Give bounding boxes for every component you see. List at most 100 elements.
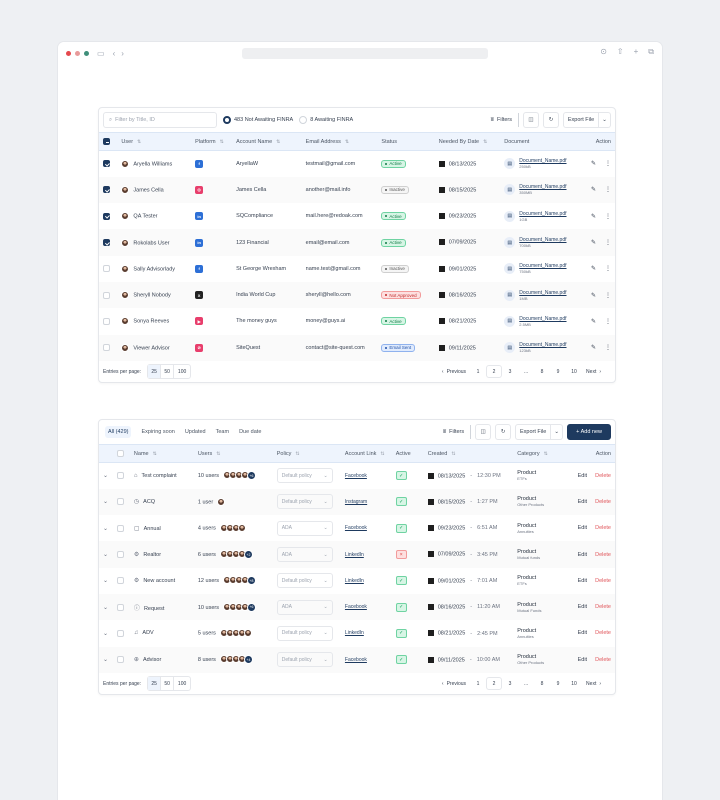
- page-8[interactable]: 8: [540, 368, 544, 375]
- add-new-button[interactable]: + Add new: [567, 424, 611, 440]
- row-checkbox[interactable]: [103, 291, 110, 299]
- radio-not-awaiting[interactable]: 483 Not Awaiting FINRA: [223, 116, 293, 124]
- table-row[interactable]: ⌄ ⌂ Test complaint 10 users +6 Default policy…: [99, 463, 615, 489]
- edit-button[interactable]: Edit: [577, 472, 588, 479]
- account-link[interactable]: Facebook: [344, 656, 367, 663]
- chevron-down-icon[interactable]: ⌄: [103, 499, 109, 506]
- entries-option-50[interactable]: 50: [161, 365, 175, 379]
- sort-icon[interactable]: ⇅: [543, 450, 548, 457]
- page-9[interactable]: 9: [556, 680, 560, 687]
- policy-select[interactable]: Default policy ⌄: [276, 468, 333, 484]
- delete-button[interactable]: Delete: [595, 498, 611, 505]
- document-link[interactable]: Document_Name.pdf: [519, 315, 567, 322]
- edit-pencil-icon[interactable]: ✎: [590, 240, 596, 247]
- edit-pencil-icon[interactable]: ✎: [590, 345, 596, 352]
- entries-option-50[interactable]: 50: [161, 677, 175, 691]
- tab-all[interactable]: All (429): [105, 426, 132, 438]
- filters-button[interactable]: ⩸ Filters: [442, 428, 465, 436]
- tab-updated[interactable]: Updated: [184, 429, 206, 435]
- row-checkbox[interactable]: [116, 656, 124, 664]
- chevron-down-icon[interactable]: ⌄: [103, 578, 109, 585]
- page-10[interactable]: 10: [571, 368, 577, 375]
- document-link[interactable]: Document_Name.pdf: [519, 342, 567, 349]
- inactive-x-icon[interactable]: ×: [395, 550, 407, 560]
- table-row[interactable]: ⌄ ⚙ Realtor 6 users +2 ADA ⌄ LinkedIn × 07/09/202…: [99, 541, 615, 568]
- column-header-user[interactable]: User ⇅: [117, 133, 191, 151]
- minimize-button[interactable]: [75, 50, 80, 56]
- table-row[interactable]: ⌄ ⚙ New account 12 users +8 Default policy ⌄ Li…: [99, 568, 615, 594]
- chevron-down-icon[interactable]: ⌄: [103, 473, 109, 480]
- delete-button[interactable]: Delete: [595, 630, 611, 637]
- url-bar[interactable]: [242, 48, 488, 59]
- edit-pencil-icon[interactable]: ✎: [590, 161, 596, 168]
- table-row[interactable]: ⌄ ⊕ Advisor 8 users +4 Default policy ⌄ Faceboo…: [99, 646, 615, 673]
- edit-pencil-icon[interactable]: ✎: [590, 213, 596, 220]
- document-link[interactable]: Document_Name.pdf: [519, 210, 567, 217]
- active-check-icon[interactable]: ✓: [395, 602, 407, 612]
- back-icon[interactable]: ‹: [112, 48, 116, 58]
- table-row[interactable]: QA Tester in SQCompliance mail.here@redoak.…: [99, 203, 615, 229]
- select-all-checkbox[interactable]: [103, 138, 110, 145]
- document-link[interactable]: Document_Name.pdf: [519, 289, 567, 296]
- account-link[interactable]: Facebook: [344, 525, 367, 532]
- chevron-down-icon[interactable]: ⌄: [103, 552, 109, 559]
- page-9[interactable]: 9: [556, 368, 560, 375]
- radio-circle-selected[interactable]: [223, 116, 231, 124]
- share-icon[interactable]: ⇧: [616, 47, 624, 56]
- policy-select[interactable]: Default policy ⌄: [276, 494, 333, 510]
- document-link[interactable]: Document_Name.pdf: [519, 184, 567, 191]
- row-checkbox[interactable]: [103, 344, 110, 352]
- chevron-down-icon[interactable]: ⌄: [103, 525, 109, 532]
- column-header-users[interactable]: Users ⇅: [194, 445, 273, 463]
- table-row[interactable]: ⌄ ▢ Annual 4 users ADA ⌄ Facebook ✓ 09/23/2025-6…: [99, 515, 615, 541]
- active-check-icon[interactable]: ✓: [395, 576, 407, 586]
- row-checkbox[interactable]: [103, 160, 110, 168]
- entries-option-25[interactable]: 25: [148, 677, 162, 691]
- column-header-needed-by-date[interactable]: Needed By Date ⇅: [435, 133, 501, 151]
- document-link[interactable]: Document_Name.pdf: [519, 158, 567, 165]
- row-checkbox[interactable]: [116, 577, 124, 585]
- maximize-button[interactable]: [84, 50, 89, 56]
- delete-button[interactable]: Delete: [595, 577, 611, 584]
- avatar-stack[interactable]: [217, 497, 226, 506]
- active-check-icon[interactable]: ✓: [395, 523, 407, 533]
- edit-pencil-icon[interactable]: ✎: [590, 292, 596, 299]
- policy-select[interactable]: ADA ⌄: [276, 599, 333, 615]
- page-1[interactable]: 1: [476, 680, 480, 687]
- previous-button[interactable]: ‹ Previous: [438, 677, 470, 690]
- account-link[interactable]: LinkedIn: [344, 630, 364, 637]
- more-options-icon[interactable]: ⋮: [605, 213, 611, 220]
- refresh-button[interactable]: ↻: [495, 424, 512, 440]
- sort-icon[interactable]: ⇅: [219, 138, 224, 145]
- table-row[interactable]: ⌄ ⓘ Request 10 users +6 ADA ⌄ Facebook ✓ 08/16/20…: [99, 593, 615, 621]
- close-button[interactable]: [66, 50, 71, 56]
- edit-button[interactable]: Edit: [577, 656, 588, 663]
- row-checkbox[interactable]: [116, 472, 124, 480]
- avatar-stack[interactable]: +8: [222, 576, 256, 586]
- table-row[interactable]: ⌄ ◷ ACQ 1 user Default policy ⌄ Instagram ✓ 08/1…: [99, 488, 615, 516]
- tab-team[interactable]: Team: [215, 429, 230, 435]
- export-dropdown[interactable]: ⌄: [551, 424, 564, 440]
- export-button[interactable]: Export File: [515, 424, 552, 440]
- page-8[interactable]: 8: [540, 680, 544, 687]
- page-10[interactable]: 10: [571, 680, 577, 687]
- next-button[interactable]: Next ›: [582, 365, 605, 378]
- more-options-icon[interactable]: ⋮: [605, 240, 611, 247]
- refresh-button[interactable]: ↻: [543, 112, 559, 128]
- chevron-down-icon[interactable]: ⌄: [103, 604, 109, 611]
- delete-button[interactable]: Delete: [595, 604, 611, 611]
- radio-circle[interactable]: [299, 116, 308, 124]
- more-options-icon[interactable]: ⋮: [605, 266, 611, 273]
- column-header-name[interactable]: Name ⇅: [130, 445, 194, 463]
- table-row[interactable]: Sonya Reeves ▶ The money guys money@guys.ai…: [99, 308, 615, 334]
- tab-expiring-soon[interactable]: Expiring soon: [141, 429, 175, 435]
- more-options-icon[interactable]: ⋮: [605, 345, 611, 352]
- next-button[interactable]: Next ›: [582, 677, 605, 690]
- edit-button[interactable]: Edit: [577, 551, 588, 558]
- edit-button[interactable]: Edit: [577, 525, 588, 532]
- row-checkbox[interactable]: [103, 186, 110, 194]
- avatar-stack[interactable]: +6: [222, 602, 256, 612]
- table-row[interactable]: Sally Advisorlady f St George Wrexham name.…: [99, 256, 615, 282]
- row-checkbox[interactable]: [103, 317, 110, 325]
- entries-option-100[interactable]: 100: [177, 680, 187, 687]
